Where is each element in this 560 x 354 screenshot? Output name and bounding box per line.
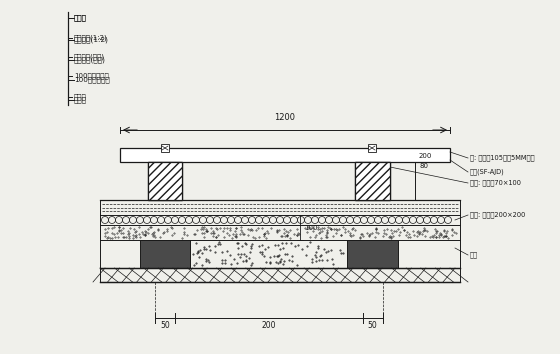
Text: 水泥砂浆(1:2): 水泥砂浆(1:2): [74, 35, 108, 41]
Text: 水泥砂浆(1:2): 水泥砂浆(1:2): [74, 37, 109, 43]
Text: 搁栅(SF-AJD): 搁栅(SF-AJD): [470, 169, 505, 175]
Text: 50: 50: [367, 321, 377, 330]
Text: 100厚混凝土板: 100厚混凝土板: [74, 73, 109, 79]
Text: 防腐板: 防腐板: [74, 15, 87, 21]
Text: 防腐板: 防腐板: [74, 15, 87, 21]
Text: 土地基: 土地基: [74, 97, 87, 103]
Bar: [148, 162, 182, 200]
Bar: [161, 144, 169, 152]
Bar: [148, 162, 182, 200]
Bar: [120, 148, 450, 162]
Text: 1200: 1200: [274, 113, 296, 122]
Text: 土地基: 土地基: [74, 94, 87, 100]
Text: 防水处理(防腐): 防水处理(防腐): [74, 57, 106, 63]
Text: 龙骨: 防腐木70×100: 龙骨: 防腐木70×100: [470, 180, 521, 186]
Text: 楼板: 楼板: [470, 252, 478, 258]
Text: 100厚混凝土板: 100厚混凝土板: [74, 77, 110, 83]
Bar: [368, 144, 376, 152]
Bar: [355, 162, 390, 200]
Bar: [140, 240, 190, 268]
Text: 80: 80: [419, 163, 428, 169]
Text: 200: 200: [419, 153, 432, 159]
Text: 板: 防腐木105、厚5MM左右: 板: 防腐木105、厚5MM左右: [470, 155, 534, 161]
Text: 50: 50: [160, 321, 170, 330]
Bar: [355, 162, 390, 200]
Text: 搁栅: 防腐木200×200: 搁栅: 防腐木200×200: [470, 212, 525, 218]
Text: 200: 200: [262, 321, 276, 330]
Text: 防水处理(防腐): 防水处理(防腐): [74, 54, 105, 60]
Text: 100: 100: [304, 224, 318, 230]
Bar: [347, 240, 398, 268]
